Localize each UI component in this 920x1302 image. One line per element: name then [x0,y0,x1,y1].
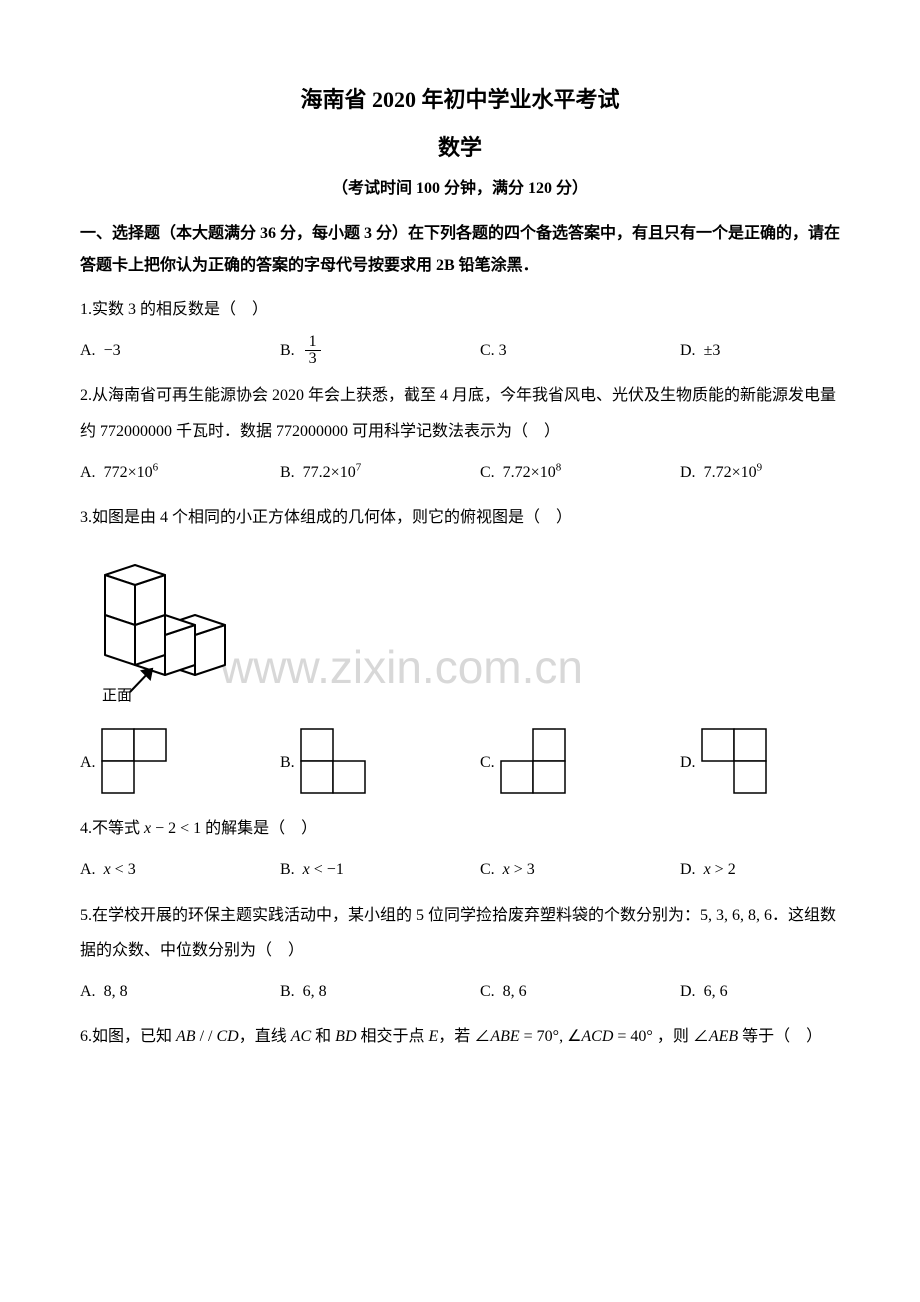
q3-figure-label: 正面 [102,688,132,702]
q1-b-den: 3 [305,351,321,367]
title-sub: 数学 [80,128,840,168]
q4-b-label: B. [280,852,295,887]
q5-c-label: C. [480,974,495,1009]
q2-c-label: C. [480,455,495,490]
q4-a-value: x < 3 [104,852,136,887]
q2-c-value: 7.72×108 [503,455,562,490]
q3-option-d: D. [680,727,840,797]
question-3: 3.如图是由 4 个相同的小正方体组成的几何体，则它的俯视图是（ ） [80,500,840,797]
q1-d-value: ±3 [704,333,721,368]
q6-text: 6.如图，已知 AB / / CD，直线 AC 和 BD 相交于点 E，若 ∠A… [80,1019,840,1054]
q3-figure: 正面 [80,547,840,715]
q1-option-c: C. 3 [480,333,680,368]
question-5: 5.在学校开展的环保主题实践活动中，某小组的 5 位同学捡拾废弃塑料袋的个数分别… [80,898,840,1010]
q1-option-b: B. 1 3 [280,333,480,368]
q4-c-label: C. [480,852,495,887]
content: 海南省 2020 年初中学业水平考试 数学 （考试时间 100 分钟，满分 12… [80,80,840,1054]
q3-d-label: D. [680,745,696,780]
cube-3d-icon: 正面 [80,547,240,702]
q1-option-a: A. −3 [80,333,280,368]
q4-option-a: A. x < 3 [80,852,280,887]
q4-d-value: x > 2 [704,852,736,887]
q2-b-label: B. [280,455,295,490]
q5-option-c: C. 8, 6 [480,974,680,1009]
question-6: 6.如图，已知 AB / / CD，直线 AC 和 BD 相交于点 E，若 ∠A… [80,1019,840,1054]
q2-option-d: D. 7.72×109 [680,455,840,490]
q5-d-value: 6, 6 [704,974,728,1009]
q5-d-label: D. [680,974,696,1009]
q3-shape-b-icon [299,727,369,797]
question-2: 2.从海南省可再生能源协会 2020 年会上获悉，截至 4 月底，今年我省风电、… [80,378,840,490]
q2-option-a: A. 772×106 [80,455,280,490]
title-main: 海南省 2020 年初中学业水平考试 [80,80,840,120]
q1-d-label: D. [680,333,696,368]
q4-text: 4.不等式 x − 2 < 1 的解集是（ ） [80,811,840,846]
q2-b-value: 77.2×107 [303,455,362,490]
q2-option-b: B. 77.2×107 [280,455,480,490]
question-4: 4.不等式 x − 2 < 1 的解集是（ ） A. x < 3 B. x < … [80,811,840,887]
q1-b-num: 1 [305,334,321,351]
q2-text: 2.从海南省可再生能源协会 2020 年会上获悉，截至 4 月底，今年我省风电、… [80,378,840,448]
q1-c-value: 3 [499,333,507,368]
q4-options: A. x < 3 B. x < −1 C. x > 3 D. x > 2 [80,852,840,887]
q3-shape-c-icon [499,727,569,797]
q5-c-value: 8, 6 [503,974,527,1009]
q2-a-value: 772×106 [104,455,159,490]
q1-option-d: D. ±3 [680,333,840,368]
q3-c-label: C. [480,745,495,780]
q3-text: 3.如图是由 4 个相同的小正方体组成的几何体，则它的俯视图是（ ） [80,500,840,535]
q5-option-a: A. 8, 8 [80,974,280,1009]
q2-d-value: 7.72×109 [704,455,763,490]
q5-text: 5.在学校开展的环保主题实践活动中，某小组的 5 位同学捡拾废弃塑料袋的个数分别… [80,898,840,968]
q2-d-label: D. [680,455,696,490]
q5-option-d: D. 6, 6 [680,974,840,1009]
q3-option-b: B. [280,727,480,797]
q4-a-label: A. [80,852,96,887]
q4-option-d: D. x > 2 [680,852,840,887]
q4-d-label: D. [680,852,696,887]
q3-option-c: C. [480,727,680,797]
q3-option-a: A. [80,727,280,797]
q2-option-c: C. 7.72×108 [480,455,680,490]
q4-c-value: x > 3 [503,852,535,887]
q3-shape-options: A. B. C. D. [80,727,840,797]
q5-b-label: B. [280,974,295,1009]
q2-options: A. 772×106 B. 77.2×107 C. 7.72×108 D. 7.… [80,455,840,490]
q4-b-value: x < −1 [303,852,344,887]
question-1: 1.实数 3 的相反数是（ ） A. −3 B. 1 3 C. 3 D. ±3 [80,292,840,368]
q4-option-b: B. x < −1 [280,852,480,887]
q1-a-label: A. [80,333,96,368]
exam-info: （考试时间 100 分钟，满分 120 分） [80,175,840,204]
q3-a-label: A. [80,745,96,780]
q3-b-label: B. [280,745,295,780]
q1-options: A. −3 B. 1 3 C. 3 D. ±3 [80,333,840,368]
q1-b-label: B. [280,333,295,368]
q1-a-value: −3 [104,333,121,368]
q5-b-value: 6, 8 [303,974,327,1009]
q4-option-c: C. x > 3 [480,852,680,887]
q3-shape-d-icon [700,727,770,797]
q5-a-value: 8, 8 [104,974,128,1009]
q3-shape-a-icon [100,727,170,797]
q5-option-b: B. 6, 8 [280,974,480,1009]
q1-c-label: C. [480,333,495,368]
q5-options: A. 8, 8 B. 6, 8 C. 8, 6 D. 6, 6 [80,974,840,1009]
q5-a-label: A. [80,974,96,1009]
q1-text: 1.实数 3 的相反数是（ ） [80,292,840,327]
q2-a-label: A. [80,455,96,490]
q1-b-fraction: 1 3 [305,334,321,367]
section-heading: 一、选择题（本大题满分 36 分，每小题 3 分）在下列各题的四个备选答案中，有… [80,218,840,282]
